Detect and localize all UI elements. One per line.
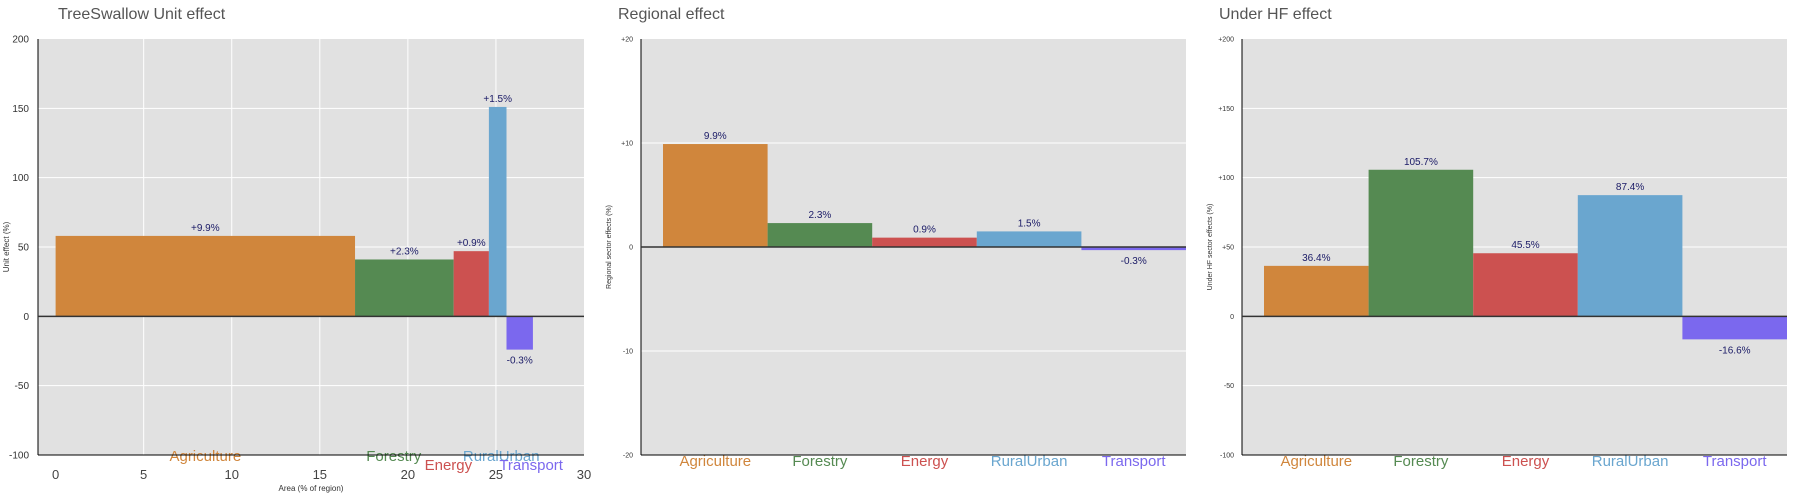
y-tick-label: 150 [12,104,29,115]
y-tick-label: +20 [621,37,633,44]
regional-effect-axes: -20 -10 0 +10 +20 [621,37,1186,460]
x-tick-label: 20 [401,467,415,482]
y-tick-label: +150 [1218,106,1234,113]
data-label-ruralurban: 87.4% [1616,182,1644,193]
unit-effect-panel: TreeSwallow Unit effect +9.9%+2.3%+0.9%+… [2,6,591,493]
y-tick-label: -100 [1220,453,1234,460]
data-label-transport: -16.6% [1719,345,1751,356]
data-label-forestry: 2.3% [809,210,832,221]
under-hf-effect-bars: 36.4% Agriculture 105.7% Forestry 45.5% Energ… [1264,157,1787,470]
bar-forestry [355,259,454,317]
data-label-forestry: 105.7% [1404,157,1438,168]
category-label-forestry: Forestry [366,448,422,465]
data-label-ruralurban: +1.5% [483,94,512,105]
y-tick-label: 100 [12,173,29,184]
bar-ruralurban [976,231,1082,247]
x-tick-label: 30 [577,467,591,482]
category-label-ruralurban: RuralUrban [1592,453,1669,470]
category-label-forestry: Forestry [1393,453,1449,470]
bar-agriculture [663,144,768,247]
y-tick-label: 50 [18,243,30,254]
data-label-energy: +0.9% [457,238,486,249]
y-tick-label: -50 [15,381,30,392]
category-label-energy: Energy [1502,453,1550,470]
data-label-transport: -0.3% [1121,256,1147,267]
under-hf-effect-title: Under HF effect [1219,6,1332,23]
regional-effect-grid [641,142,1186,352]
data-label-transport: -0.3% [507,356,533,367]
y-tick-label: -10 [623,349,633,356]
y-tick-label: -50 [1224,383,1234,390]
data-label-agriculture: +9.9% [191,223,220,234]
x-tick-label: 15 [313,467,327,482]
y-tick-label: 0 [629,245,633,252]
y-tick-label: 0 [1230,314,1234,321]
unit-effect-bars: +9.9% +2.3% +0.9% +1.5% -0.3% Agriculture Fore… [55,94,564,474]
category-label-energy: Energy [901,453,949,470]
category-label-transport: Transport [1703,453,1767,470]
regional-effect-panel: Regional effect 9.9% Agriculture 2.3% Fores… [606,6,1186,470]
regional-effect-bars: 9.9% Agriculture 2.3% Forestry 0.9% Energy 1.5… [663,131,1186,470]
regional-effect-title: Regional effect [618,6,725,23]
under-hf-effect-y-axis-label: Under HF sector effects (%) [1207,204,1214,291]
data-label-energy: 0.9% [913,225,936,236]
category-label-agriculture: Agriculture [679,453,751,470]
x-tick-label: 25 [489,467,503,482]
data-label-forestry: +2.3% [390,246,419,257]
bar-forestry [1368,169,1474,317]
under-hf-effect-axes: -100 -50 0 +50 +100 +150 +200 [1218,37,1787,460]
x-tick-label: 5 [140,467,147,482]
unit-effect-y-axis-label: Unit effect (%) [2,221,11,272]
x-tick-label: 0 [52,467,59,482]
unit-effect-axes: -100 -50 0 50 100 150 200 0 5 10 15 20 25 30 [9,35,591,483]
y-tick-label: 200 [12,35,29,46]
y-tick-label: +100 [1218,175,1234,182]
under-hf-effect-grid [1242,107,1787,387]
y-tick-label: 0 [23,312,29,323]
data-label-ruralurban: 1.5% [1018,218,1041,229]
regional-effect-y-axis-label: Regional sector effects (%) [606,205,613,289]
category-label-agriculture: Agriculture [169,448,241,465]
bar-energy [872,237,977,247]
bar-transport [506,316,533,350]
data-label-energy: 45.5% [1511,240,1539,251]
bar-transport [1682,316,1787,340]
under-hf-effect-panel: Under HF effect 36.4% Agriculture 105.7% Fo… [1207,6,1787,470]
data-label-agriculture: 36.4% [1302,253,1330,264]
x-tick-label: 10 [225,467,239,482]
y-tick-label: +50 [1222,245,1234,252]
bar-transport [1081,247,1186,251]
category-label-forestry: Forestry [792,453,848,470]
bar-forestry [767,223,873,247]
bar-energy [453,251,489,317]
unit-effect-title: TreeSwallow Unit effect [58,6,226,23]
y-tick-label: -20 [623,453,633,460]
bar-ruralurban [1577,195,1683,317]
category-label-ruralurban: RuralUrban [991,453,1068,470]
unit-effect-x-axis-label: Area (% of region) [279,484,344,493]
category-label-transport: Transport [1102,453,1166,470]
y-tick-label: +10 [621,141,633,148]
category-label-transport: Transport [499,457,563,474]
y-tick-label: -100 [9,451,29,462]
bar-ruralurban [488,106,507,317]
bar-agriculture [55,235,356,317]
y-tick-label: +200 [1218,37,1234,44]
bar-agriculture [1264,265,1369,317]
category-label-energy: Energy [425,457,473,474]
category-label-agriculture: Agriculture [1280,453,1352,470]
bar-energy [1473,253,1578,317]
category-label-ruralurban: RuralUrban [463,448,540,465]
data-label-agriculture: 9.9% [704,131,727,142]
